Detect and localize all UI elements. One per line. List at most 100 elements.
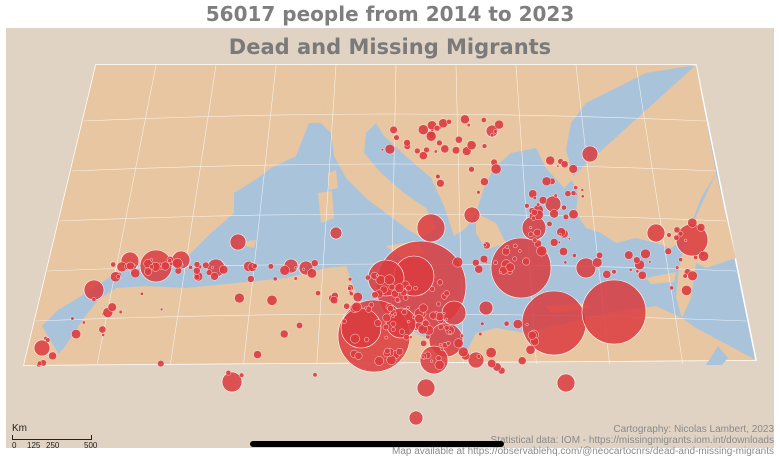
migrant-circle <box>673 226 681 234</box>
migrant-circle <box>416 378 436 398</box>
migrant-circle <box>430 359 434 363</box>
land-italy-balkans <box>306 65 696 238</box>
migrant-circle <box>476 354 481 359</box>
migrant-circle <box>202 261 210 269</box>
migrant-circle <box>371 291 379 299</box>
migrant-circle <box>467 351 485 369</box>
scale-tick: 0 <box>12 441 17 450</box>
migrant-circle <box>160 307 164 311</box>
migrant-circle <box>624 250 634 260</box>
migrant-circle <box>531 208 538 216</box>
migrant-circle <box>384 347 391 355</box>
migrant-circle <box>267 263 274 270</box>
migrant-circle <box>568 164 578 174</box>
migrant-circle <box>306 268 317 279</box>
migrant-circle <box>374 319 382 327</box>
migrant-circle <box>545 155 555 166</box>
migrant-circle <box>33 339 51 357</box>
migrant-circle <box>532 195 537 200</box>
migrant-circle <box>437 323 444 330</box>
migrant-circle <box>364 274 371 281</box>
migrant-circle <box>416 213 446 243</box>
migrant-circle <box>546 220 553 227</box>
migrant-circle <box>229 233 247 251</box>
migrant-circle <box>433 149 438 154</box>
migrant-circle <box>405 284 412 292</box>
migrant-circle <box>441 300 467 326</box>
migrant-circle <box>439 343 443 347</box>
migrant-circle <box>98 325 107 334</box>
migrant-circle <box>560 160 569 168</box>
migrant-circle <box>426 130 437 142</box>
migrant-circle <box>518 356 527 365</box>
map-panel: Dead and Missing Migrants <box>6 28 774 448</box>
migrant-circle <box>678 257 683 262</box>
migrant-circle <box>581 194 585 199</box>
migrant-circle <box>330 296 339 305</box>
migrant-circle <box>188 265 193 270</box>
migrant-circle <box>219 265 229 275</box>
migrant-circle <box>420 339 427 347</box>
migrant-circle <box>527 330 537 340</box>
migrant-circle <box>139 291 144 296</box>
migrant-circle <box>683 238 688 242</box>
migrant-circle <box>239 372 245 378</box>
migrant-circle <box>522 257 531 266</box>
migrant-circle <box>562 213 569 220</box>
migrant-circle <box>149 258 154 262</box>
migrant-circle <box>311 259 319 267</box>
migrant-circle <box>592 257 603 268</box>
home-indicator[interactable] <box>250 441 504 447</box>
migrant-circle <box>225 370 232 376</box>
migrant-circle <box>640 248 651 260</box>
migrant-circle <box>221 371 243 393</box>
scale-bar: Km 0 125 250 500 <box>12 423 102 451</box>
migrant-circle <box>687 270 698 281</box>
migrant-circle <box>693 254 698 260</box>
migrant-circle <box>418 303 428 313</box>
migrant-circle <box>384 144 396 155</box>
migrant-circle <box>561 204 567 211</box>
migrant-circle <box>503 320 510 327</box>
migrant-circle <box>533 228 542 237</box>
migrant-circle <box>193 267 201 275</box>
migrant-circle <box>568 237 571 241</box>
credit-map-link[interactable]: Map available at https://observablehq.co… <box>391 446 774 457</box>
migrant-circle <box>107 302 117 312</box>
migrant-circle <box>440 144 450 154</box>
migrant-circle <box>91 297 97 302</box>
migrant-circle <box>37 360 43 366</box>
migrant-circle <box>501 247 511 256</box>
migrant-circle <box>602 270 612 279</box>
migrant-circle <box>581 279 647 345</box>
migrant-circle <box>541 176 552 187</box>
migrant-circle <box>633 256 641 264</box>
migrant-circle <box>130 268 141 279</box>
migrant-circle <box>101 333 105 337</box>
scale-tick: 500 <box>84 441 98 450</box>
migrant-circle <box>557 240 561 244</box>
migrant-circle <box>364 306 368 310</box>
migrant-circle <box>420 355 425 360</box>
migrant-circle <box>553 193 558 198</box>
migrant-circle <box>480 117 487 123</box>
migrant-circle <box>436 301 442 307</box>
migrant-circle <box>493 260 498 265</box>
migrant-circle <box>429 311 438 320</box>
migrant-circle <box>380 148 384 152</box>
migrant-circle <box>446 341 451 346</box>
migrant-circle <box>234 293 245 304</box>
migrant-circle <box>435 173 441 179</box>
migrant-circle <box>687 217 698 228</box>
scale-line <box>12 435 92 440</box>
migrant-circle <box>572 253 577 258</box>
migrant-circle <box>478 332 483 337</box>
migrant-circle <box>442 312 446 316</box>
migrant-circle <box>409 335 413 339</box>
migrant-circle <box>71 329 82 339</box>
migrant-circle <box>646 223 666 243</box>
migrant-circle <box>144 267 153 276</box>
migrant-circle <box>438 118 449 129</box>
land-iberia <box>24 65 326 365</box>
migrant-circle <box>550 238 559 247</box>
